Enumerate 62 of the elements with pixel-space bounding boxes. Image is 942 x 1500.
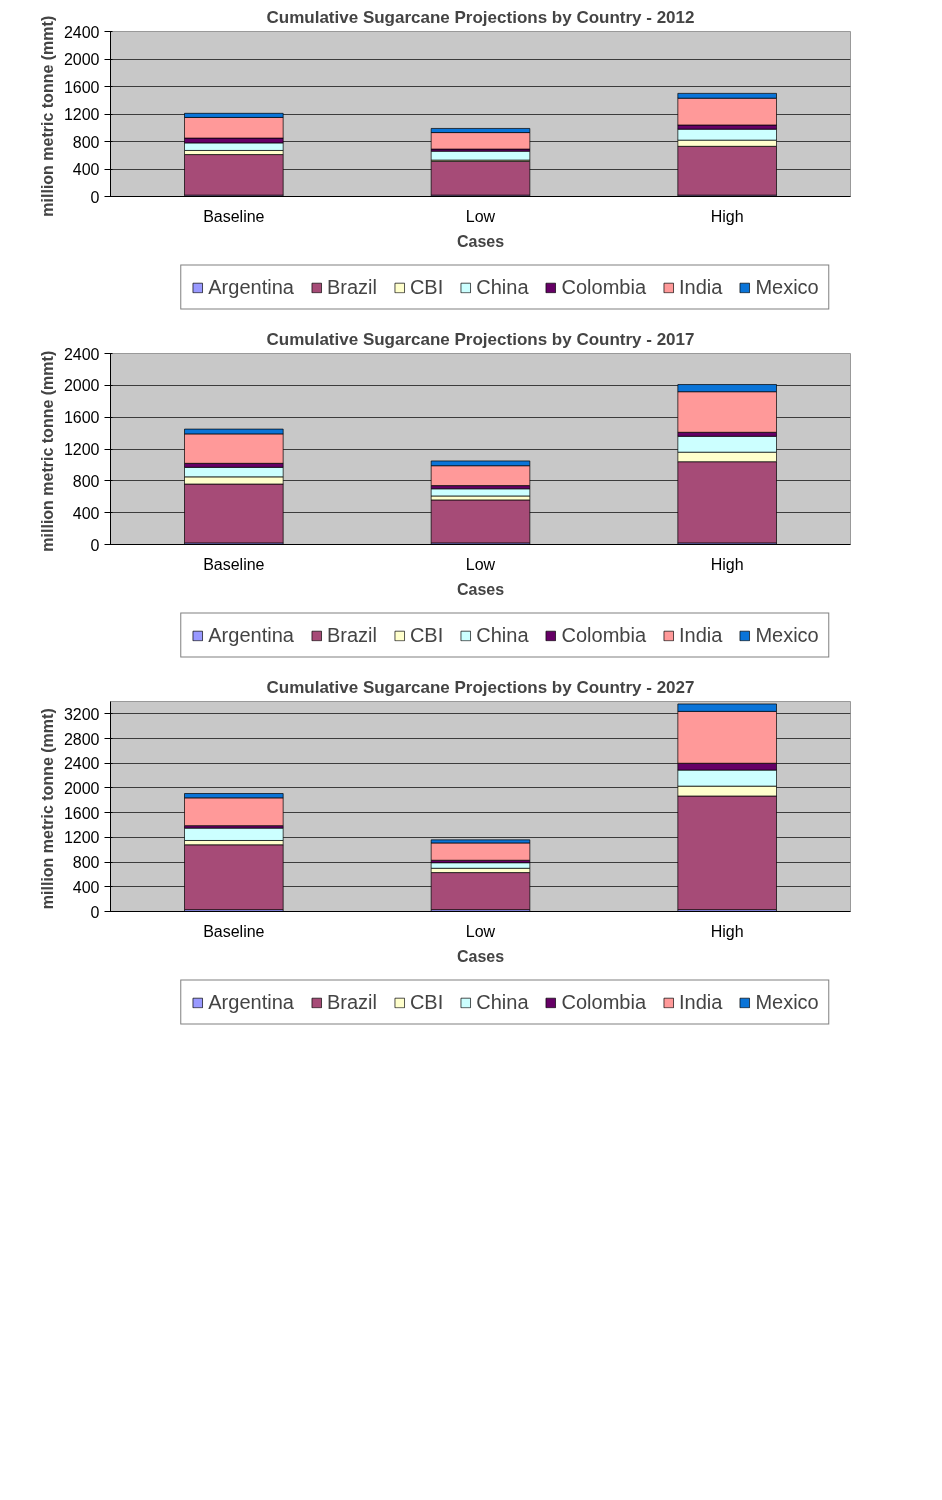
legend-label: Argentina [208, 990, 294, 1014]
legend-label: Brazil [326, 275, 377, 299]
x-tick-label: Baseline [203, 922, 265, 940]
y-tick-label: 2000 [63, 779, 100, 797]
y-tick-label: 400 [72, 161, 100, 178]
x-tick-label: Low [465, 922, 496, 940]
legend-label: India [679, 990, 723, 1014]
y-tick-label: 0 [90, 536, 100, 554]
x-tick-label: Baseline [203, 207, 265, 225]
y-tick-label: 1600 [63, 409, 100, 427]
y-tick-label: 2400 [63, 23, 100, 41]
x-tick-label: Baseline [203, 555, 265, 573]
chart-title: Cumulative Sugarcane Projections by Country - 2027 [266, 677, 695, 697]
x-tick-label: High [710, 207, 744, 225]
y-tick-label: 400 [72, 504, 100, 522]
y-tick-label: 1200 [63, 106, 100, 123]
y-tick-label: 800 [72, 133, 100, 151]
x-tick-label: Low [465, 207, 496, 225]
y-tick-label: 1200 [63, 829, 100, 847]
legend-label: China [476, 990, 529, 1014]
y-tick-label: 1200 [63, 441, 100, 458]
legend-label: CBI [409, 623, 444, 647]
legend-label: Argentina [208, 623, 294, 647]
x-axis-title: Cases [456, 947, 505, 965]
legend-label: Brazil [326, 990, 377, 1014]
legend-label: India [679, 623, 723, 647]
legend-label: Argentina [208, 275, 294, 299]
legend-label: Colombia [561, 275, 646, 299]
x-tick-label: Low [465, 555, 496, 573]
y-tick-label: 400 [72, 878, 100, 896]
legend-label: Mexico [755, 275, 819, 299]
x-tick-label: High [710, 555, 744, 573]
x-axis-title: Cases [456, 232, 505, 250]
x-axis-title: Cases [456, 580, 505, 598]
y-tick-label: 2400 [63, 345, 100, 363]
legend-label: India [679, 275, 723, 299]
y-tick-label: 1600 [63, 78, 100, 96]
legend-label: CBI [409, 275, 444, 299]
y-axis-title: million metric tonne (mmt) [38, 708, 56, 910]
legend-label: Mexico [755, 623, 819, 647]
chart-title: Cumulative Sugarcane Projections by Country - 2017 [266, 329, 695, 349]
y-tick-label: 0 [90, 188, 100, 206]
legend-label: Colombia [561, 990, 646, 1014]
y-tick-label: 2400 [63, 755, 100, 773]
legend-label: Mexico [755, 990, 819, 1014]
y-axis-title: million metric tonne (mmt) [38, 350, 56, 552]
y-tick-label: 2800 [63, 730, 100, 748]
y-tick-label: 2000 [63, 51, 100, 68]
y-tick-label: 800 [72, 854, 100, 872]
y-tick-label: 2000 [63, 377, 100, 395]
y-tick-label: 0 [90, 903, 100, 921]
x-tick-label: High [710, 922, 744, 940]
chart-title: Cumulative Sugarcane Projections by Country - 2012 [266, 7, 695, 27]
y-tick-label: 3200 [63, 705, 100, 723]
y-tick-label: 1600 [63, 804, 100, 822]
y-tick-label: 800 [72, 472, 100, 490]
y-axis-title: million metric tonne (mmt) [38, 15, 56, 217]
legend-label: CBI [409, 990, 444, 1014]
legend-label: Brazil [326, 623, 377, 647]
legend-label: China [476, 275, 529, 299]
legend-label: China [476, 623, 529, 647]
legend-label: Colombia [561, 623, 646, 647]
